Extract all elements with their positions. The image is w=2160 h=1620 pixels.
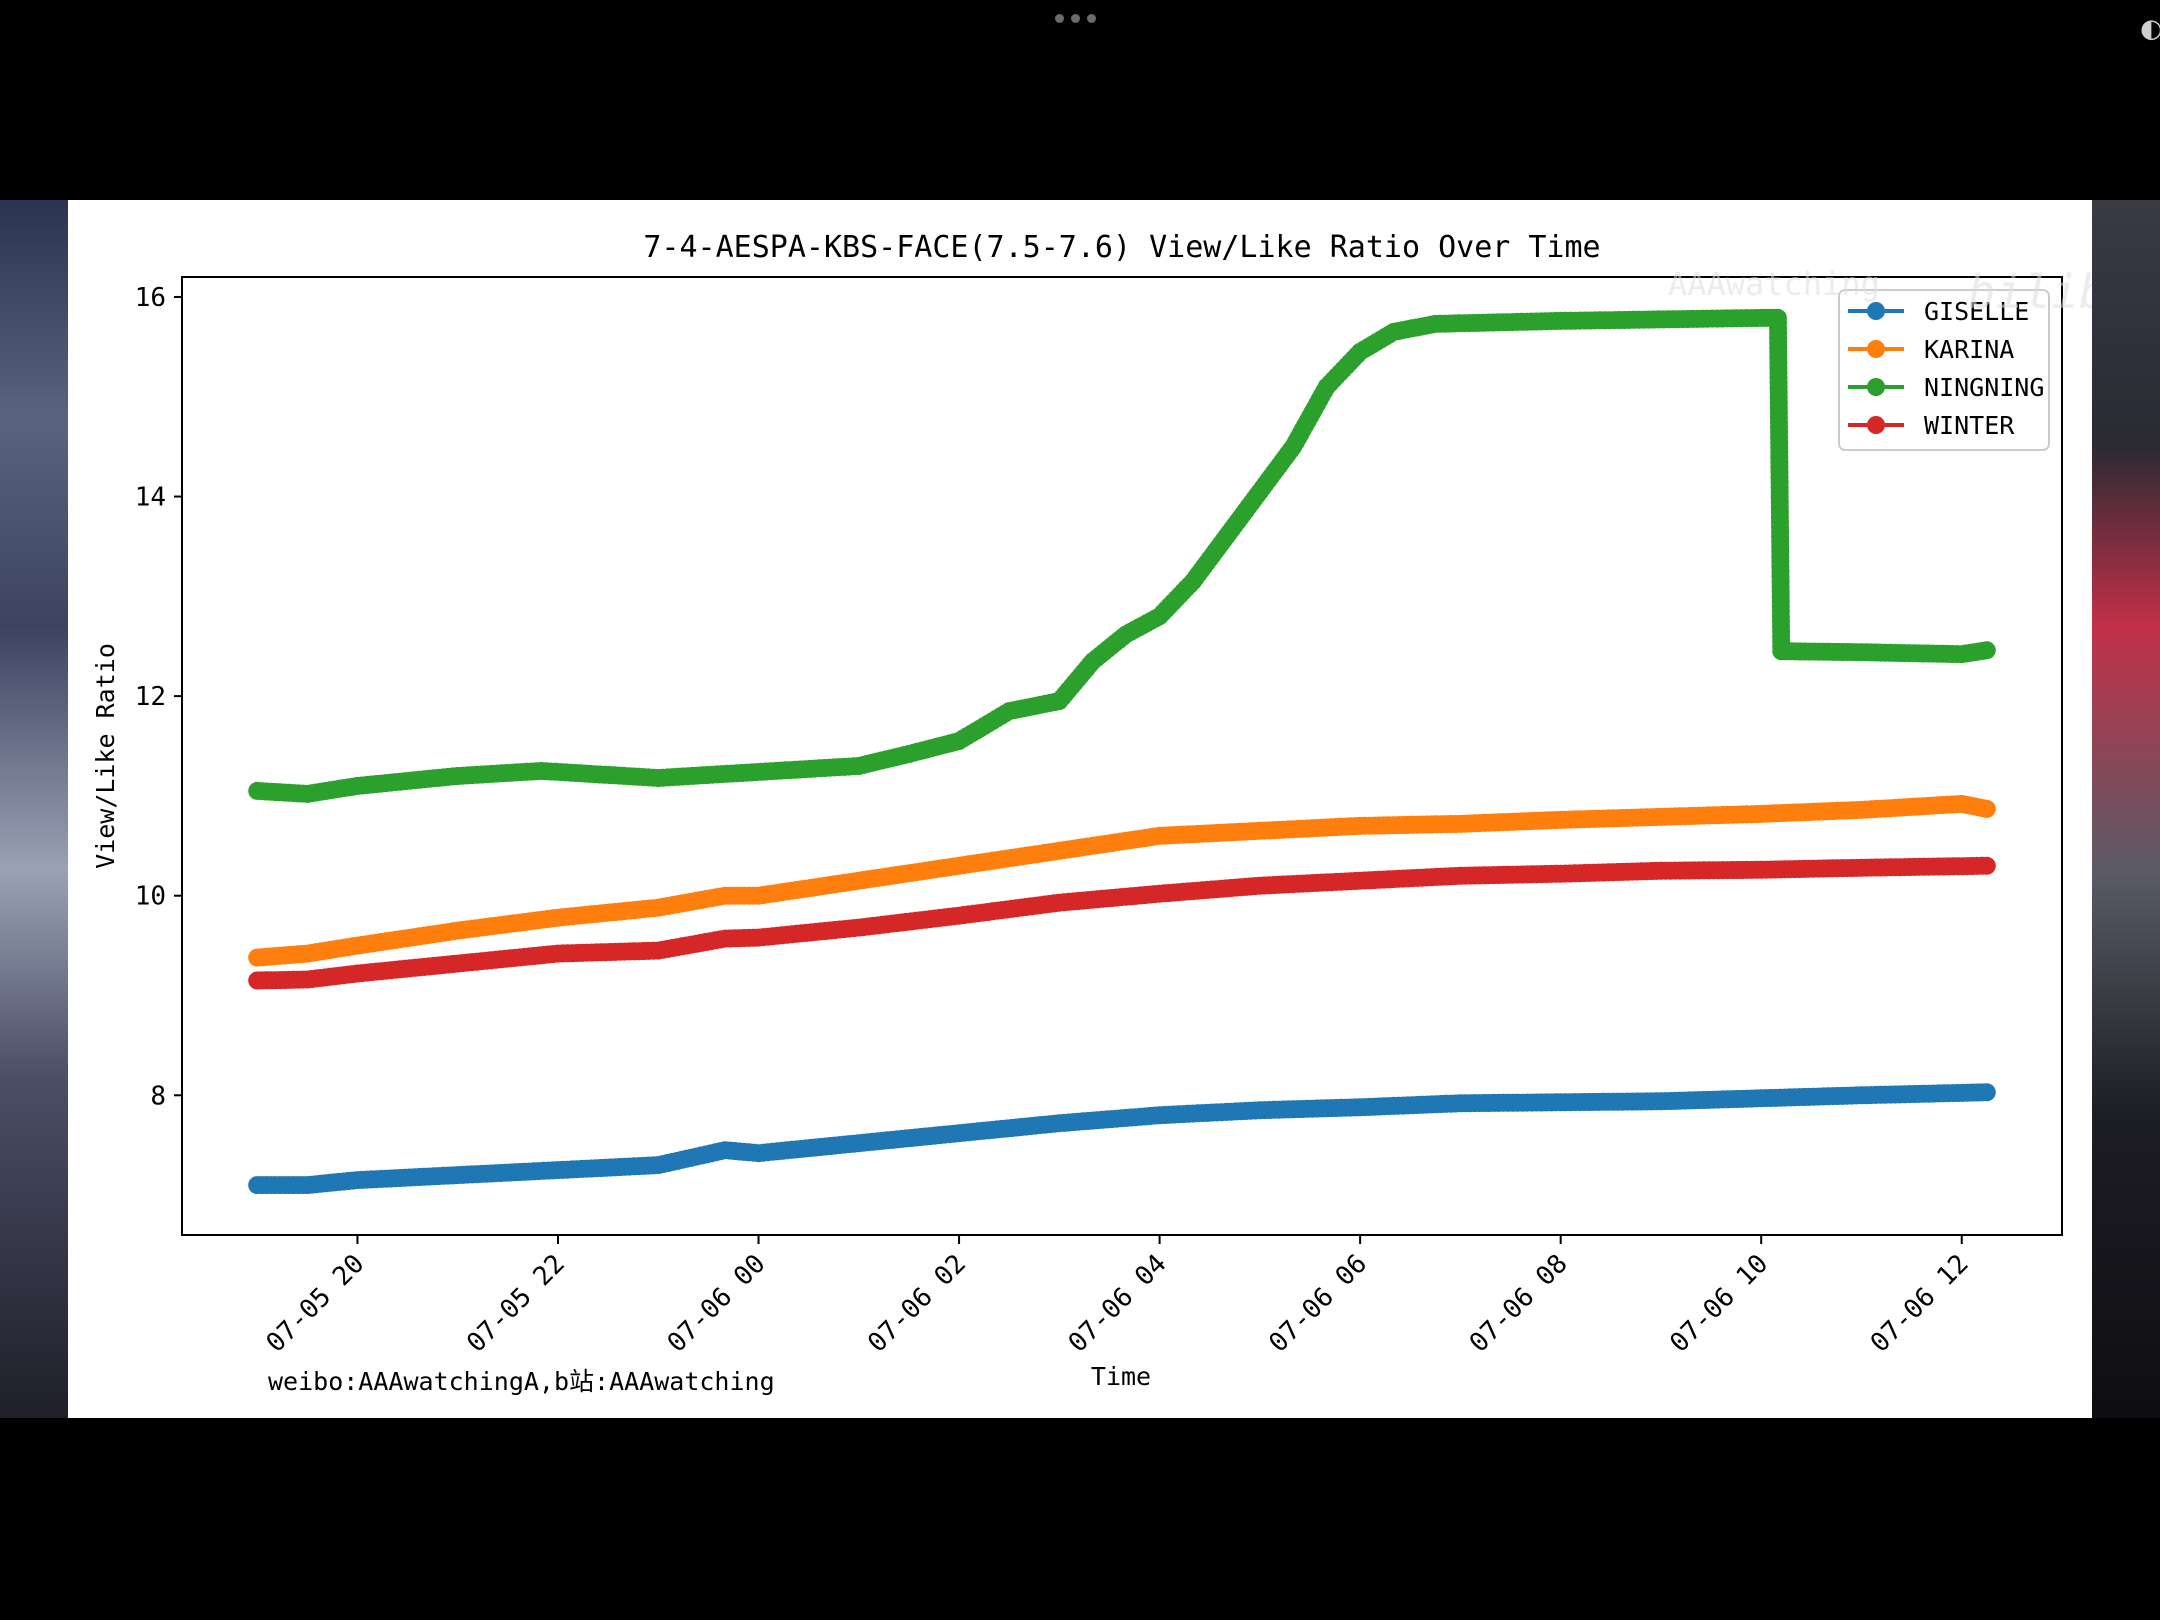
legend-marker-karina — [1867, 340, 1885, 358]
x-axis: 07-05 20 07-05 22 07-06 00 07-06 02 07-06 04… — [261, 1235, 1975, 1359]
y-axis: 8 10 12 14 16 — [135, 283, 182, 1111]
y-tick-label-2: 12 — [135, 682, 166, 712]
y-tick-label-3: 14 — [135, 483, 166, 513]
watermark-channel: AAAwatching — [1668, 265, 1880, 303]
point-winter-363 — [1977, 856, 1996, 875]
x-tick-label-1: 07-05 22 — [461, 1249, 571, 1359]
plot-frame — [181, 276, 2063, 1236]
series-layer — [248, 308, 1996, 1195]
series-karina — [248, 794, 1996, 967]
background-video-left — [0, 200, 68, 1418]
point-giselle-363 — [1977, 1083, 1996, 1102]
y-tick-label-4: 16 — [135, 283, 166, 313]
series-line-ningning — [257, 316, 1988, 796]
x-tick-label-5: 07-06 06 — [1263, 1249, 1373, 1359]
y-axis-label: View/Like Ratio — [91, 643, 120, 869]
x-tick-label-6: 07-06 08 — [1464, 1249, 1574, 1359]
more-dots-icon[interactable] — [1055, 14, 1096, 26]
series-ningning — [248, 308, 1996, 803]
series-line-karina — [257, 802, 1988, 960]
y-tick-label-0: 8 — [150, 1081, 166, 1111]
legend-label-giselle: GISELLE — [1924, 297, 2029, 326]
x-tick-label-8: 07-06 12 — [1865, 1249, 1975, 1359]
series-winter — [248, 856, 1996, 990]
corner-icon: ◐ — [2140, 14, 2160, 44]
x-tick-label-4: 07-06 04 — [1063, 1249, 1173, 1359]
watermark-brand: bilibili — [1968, 265, 2092, 319]
x-tick-label-7: 07-06 10 — [1664, 1249, 1774, 1359]
y-tick-label-1: 10 — [135, 882, 166, 912]
x-tick-label-2: 07-06 00 — [662, 1249, 772, 1359]
point-ningning-467 — [1977, 641, 1996, 660]
legend-marker-winter — [1867, 416, 1885, 434]
x-tick-label-3: 07-06 02 — [862, 1249, 972, 1359]
chart-svg: 7-4-AESPA-KBS-FACE(7.5-7.6) View/Like Ra… — [91, 230, 2160, 1396]
legend-marker-ningning — [1867, 378, 1885, 396]
x-tick-label-0: 07-05 20 — [261, 1249, 371, 1359]
legend-marker-giselle — [1867, 302, 1885, 320]
legend-box — [1838, 289, 2050, 451]
legend: GISELLE KARINA NINGNING WINTER — [1838, 289, 2050, 451]
legend-label-karina: KARINA — [1924, 335, 2014, 364]
footer-note: weibo:AAAwatchingA,b站:AAAwatching — [268, 1367, 775, 1396]
chart-panel: 7-4-AESPA-KBS-FACE(7.5-7.6) View/Like Ra… — [68, 200, 2160, 1418]
legend-label-winter: WINTER — [1924, 411, 2015, 440]
chart-title: 7-4-AESPA-KBS-FACE(7.5-7.6) View/Like Ra… — [643, 230, 1600, 265]
legend-label-ningning: NINGNING — [1924, 373, 2044, 402]
x-axis-label: Time — [1091, 1362, 1151, 1391]
point-karina-364 — [1977, 799, 1996, 818]
background-video-right — [2092, 200, 2160, 1418]
series-giselle — [248, 1083, 1996, 1195]
